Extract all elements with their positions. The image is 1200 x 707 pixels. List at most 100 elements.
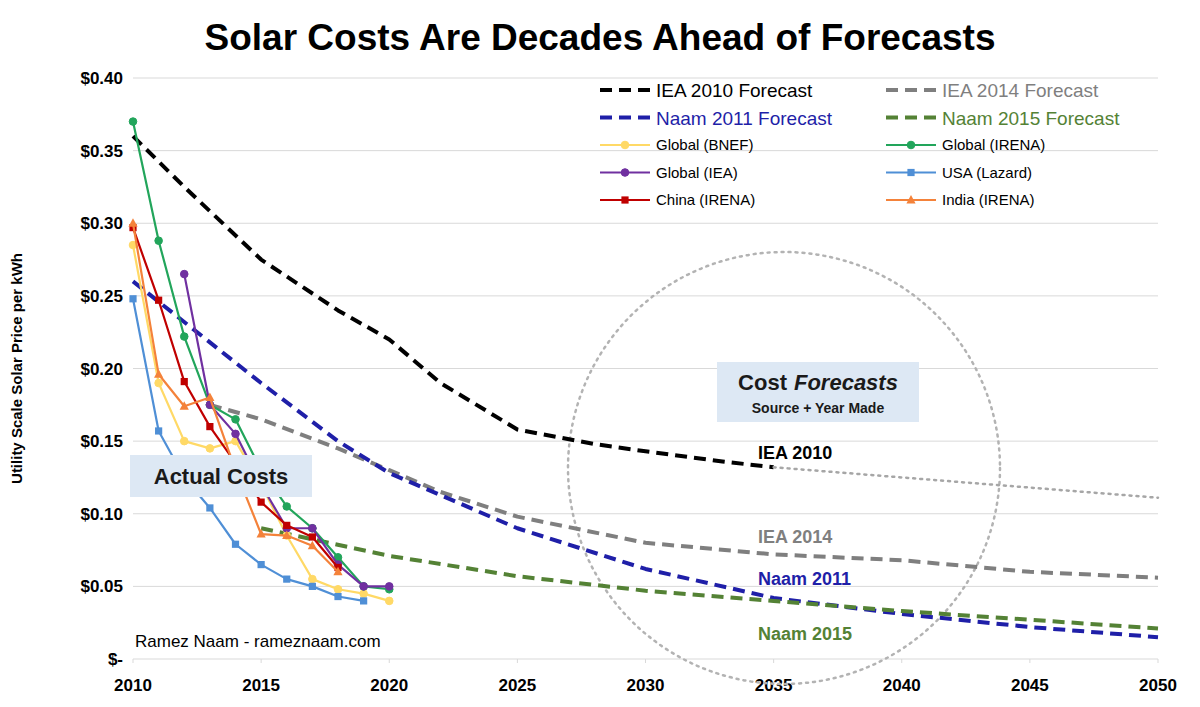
data-point [155,427,162,434]
grid-line [133,586,1158,587]
data-point [360,583,368,591]
plot-data [128,118,1158,637]
legend-marker [906,195,915,204]
x-tick-mark [261,659,262,663]
x-tick-mark [901,659,902,663]
data-point [155,379,163,387]
x-tick-mark [389,659,390,663]
data-point [309,575,317,583]
data-point [206,445,214,453]
data-point [283,503,291,511]
x-tick-mark [1029,659,1030,663]
series-line [133,228,338,568]
x-tick-mark [645,659,646,663]
data-point [128,218,137,227]
data-point [360,590,368,598]
data-point [232,430,240,438]
forecast-box-title-part: Forecasts [794,370,898,395]
data-point [360,583,368,591]
legend-label: IEA 2014 Forecast [942,80,1099,101]
y-tick-label: $0.25 [80,287,123,306]
legend-swatch [600,116,650,120]
data-point [309,524,317,532]
legend-swatch [886,88,936,92]
y-tick-label: $0.30 [80,214,123,233]
x-tick-label: 2040 [883,676,921,695]
data-point [154,369,163,378]
data-point [206,423,213,430]
legend-label: China (IRENA) [656,191,755,208]
y-axis-label: Utility Scale Solar Price per kWh [8,253,25,484]
x-tick-label: 2010 [114,676,152,695]
data-point [129,295,136,302]
data-point [180,401,189,410]
legend-label: Global (BNEF) [656,136,754,153]
data-point [308,541,317,550]
grid-line [133,441,1158,442]
data-point [309,533,316,540]
data-point [333,567,342,576]
grid [133,78,1158,659]
data-point [257,529,266,538]
y-tick-label: $0.20 [80,360,123,379]
series-line [133,122,389,590]
legend-swatch [886,116,936,120]
series-line [133,245,389,601]
annotation: Actual Costs [154,464,288,489]
x-tick-mark [773,659,774,663]
legend-label: Global (IRENA) [942,136,1045,153]
legend-marker [621,196,628,203]
data-point [258,561,265,568]
x-tick-label: 2025 [498,676,536,695]
annotation: Ramez Naam - rameznaam.com [135,632,381,651]
y-tick-label: $0.05 [80,577,123,596]
series-line [133,136,774,467]
series-line [774,467,1158,498]
x-tick-label: 2050 [1139,676,1177,695]
data-point [232,416,240,424]
data-point [155,297,162,304]
data-point [334,593,341,600]
x-tick-label: 2015 [242,676,280,695]
data-point [181,378,188,385]
legend-label: Global (IEA) [656,164,738,181]
legend-label: IEA 2010 Forecast [656,80,813,101]
data-point [129,118,137,126]
title: Solar Costs Are Decades Ahead of Forecas… [205,17,996,58]
series-line [210,405,1158,578]
chart: Solar Costs Are Decades Ahead of Forecas… [0,0,1200,707]
annotation: Naam 2015 [758,624,852,644]
y-tick-label: $0.40 [80,69,123,88]
legend-marker [621,169,629,177]
y-tick-label: $- [108,650,123,669]
axes: $-$0.05$0.10$0.15$0.20$0.25$0.30$0.35$0.… [80,69,1176,695]
data-point [360,597,367,604]
data-point [385,597,393,605]
grid-line [133,223,1158,224]
grid-line [133,78,1158,79]
legend: IEA 2010 Forecast IEA 2014 Forecast Naam 2… [600,80,1120,208]
annotation: Naam 2011 [758,569,851,589]
legend-label: Naam 2015 Forecast [942,108,1120,129]
legend-marker [907,169,914,176]
grid-line [133,295,1158,296]
x-tick-label: 2035 [755,676,793,695]
legend-marker [907,141,915,149]
legend-label: USA (Lazard) [942,164,1032,181]
data-point [180,437,188,445]
legend-label: Naam 2011 Forecast [656,108,833,129]
data-point [282,531,291,540]
grid-line [133,368,1158,369]
data-point [309,583,316,590]
forecast-box-title: CostForecasts [738,370,898,395]
y-tick-label: $0.10 [80,505,123,524]
forecast-box-title-part: Cost [738,370,788,395]
data-point [309,524,317,532]
forecast-box-subtitle: Source + Year Made [752,400,885,416]
data-point [180,270,188,278]
y-tick-label: $0.15 [80,432,123,451]
data-point [283,576,290,583]
data-point [258,499,265,506]
grid-line [133,513,1158,514]
x-tick-mark [1158,659,1159,663]
